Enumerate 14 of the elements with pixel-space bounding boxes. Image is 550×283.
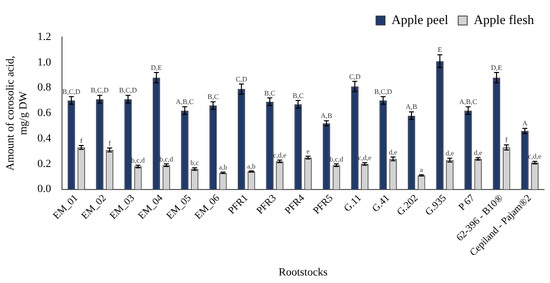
x-tick-label: G.11 — [342, 192, 364, 214]
y-tick-label: 0.6 — [37, 107, 52, 120]
y-tick-label: 1.2 — [37, 30, 52, 43]
x-tick-label: P 67 — [456, 192, 478, 214]
y-tick-label: 1.0 — [37, 56, 52, 68]
legend-label: Apple flesh — [474, 12, 534, 27]
x-axis-title: Rootstocks — [278, 266, 328, 278]
y-axis-title: Amount of corosolic acid, mg/g DW — [4, 55, 30, 171]
legend-label: Apple peel — [392, 12, 449, 27]
x-tick-label: G.41 — [370, 192, 392, 214]
y-tick-label: 0.8 — [37, 82, 52, 94]
y-tick-label: 0.4 — [37, 132, 52, 144]
y-tick-label: 0.2 — [37, 158, 52, 170]
y-tick-label: 0.0 — [37, 183, 52, 196]
